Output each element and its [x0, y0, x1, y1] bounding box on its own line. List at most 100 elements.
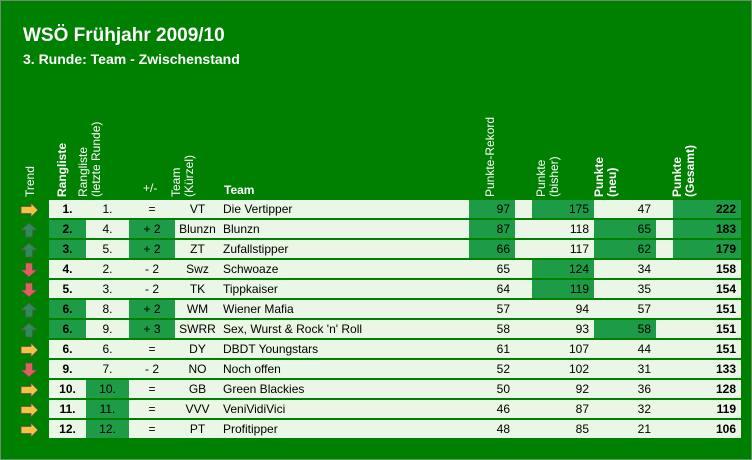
header-plusminus: +/- [143, 181, 158, 195]
cell-spacer [515, 360, 532, 379]
cell-team-name: Wiener Mafia [220, 300, 469, 319]
cell-points-new: 35 [594, 280, 656, 299]
cell-diff: - 2 [129, 360, 175, 379]
cell-prev-rank: 5. [86, 240, 129, 259]
cell-team-name: Zufallstipper [220, 240, 469, 259]
table-row: 11. 11. = VVV VeniVidiVici 46 87 32 119 [1, 400, 741, 420]
cell-team-name: Sex, Wurst & Rock 'n' Roll [220, 320, 469, 339]
cell-spacer [656, 200, 673, 219]
cell-prev-rank: 3. [86, 280, 129, 299]
cell-team-abbr: VT [175, 200, 220, 219]
cell-spacer [656, 240, 673, 259]
cell-points-previous: 118 [532, 220, 594, 239]
cell-points-previous: 102 [532, 360, 594, 379]
trend-same-icon [19, 422, 39, 438]
table-row: 4. 2. - 2 Swz Schwoaze 65 124 34 158 [1, 260, 741, 280]
cell-record: 50 [469, 380, 515, 399]
cell-team-abbr: NO [175, 360, 220, 379]
cell-points-new: 34 [594, 260, 656, 279]
cell-team-abbr: PT [175, 420, 220, 439]
cell-record: 58 [469, 320, 515, 339]
cell-prev-rank: 7. [86, 360, 129, 379]
header-punkte-bisher: Punkte (bisher) [534, 156, 561, 197]
cell-diff: = [129, 340, 175, 359]
cell-points-new: 62 [594, 240, 656, 259]
cell-team-name: Green Blackies [220, 380, 469, 399]
trend-same-icon [19, 402, 39, 418]
cell-points-previous: 85 [532, 420, 594, 439]
cell-points-total: 151 [673, 300, 741, 319]
cell-rank: 3. [49, 240, 86, 259]
cell-points-total: 222 [673, 200, 741, 219]
cell-team-abbr: GB [175, 380, 220, 399]
cell-points-new: 47 [594, 200, 656, 219]
cell-spacer [515, 200, 532, 219]
cell-spacer [515, 340, 532, 359]
cell-points-new: 32 [594, 400, 656, 419]
table-row: 12. 12. = PT Profitipper 48 85 21 106 [1, 420, 741, 440]
cell-diff: + 2 [129, 300, 175, 319]
cell-points-new: 57 [594, 300, 656, 319]
cell-rank: 12. [49, 420, 86, 439]
cell-diff: = [129, 380, 175, 399]
cell-team-abbr: Swz [175, 260, 220, 279]
cell-record: 65 [469, 260, 515, 279]
cell-prev-rank: 1. [86, 200, 129, 219]
header-rangliste-letzte-runde: Rangliste (letzte Runde) [76, 121, 103, 197]
cell-diff: + 3 [129, 320, 175, 339]
cell-team-abbr: DY [175, 340, 220, 359]
cell-points-previous: 93 [532, 320, 594, 339]
cell-rank: 6. [49, 340, 86, 359]
cell-spacer [656, 260, 673, 279]
trend-up-icon [19, 322, 39, 338]
page-subtitle: 3. Runde: Team - Zwischenstand [23, 51, 240, 67]
cell-spacer [656, 220, 673, 239]
cell-diff: = [129, 400, 175, 419]
cell-points-previous: 92 [532, 380, 594, 399]
cell-record: 46 [469, 400, 515, 419]
cell-prev-rank: 2. [86, 260, 129, 279]
table-row: 10. 10. = GB Green Blackies 50 92 36 128 [1, 380, 741, 400]
cell-rank: 5. [49, 280, 86, 299]
cell-rank: 4. [49, 260, 86, 279]
cell-points-total: 133 [673, 360, 741, 379]
cell-prev-rank: 10. [86, 380, 129, 399]
header-trend: Trend [23, 166, 37, 197]
cell-diff: + 2 [129, 220, 175, 239]
cell-record: 64 [469, 280, 515, 299]
cell-rank: 2. [49, 220, 86, 239]
cell-spacer [656, 320, 673, 339]
cell-points-previous: 107 [532, 340, 594, 359]
cell-points-total: 106 [673, 420, 741, 439]
cell-prev-rank: 12. [86, 420, 129, 439]
cell-team-name: Blunzn [220, 220, 469, 239]
header-rangliste: Rangliste [55, 142, 69, 197]
cell-spacer [515, 220, 532, 239]
cell-prev-rank: 9. [86, 320, 129, 339]
cell-points-total: 158 [673, 260, 741, 279]
trend-same-icon [19, 202, 39, 218]
cell-rank: 6. [49, 320, 86, 339]
cell-spacer [656, 280, 673, 299]
cell-record: 61 [469, 340, 515, 359]
cell-prev-rank: 8. [86, 300, 129, 319]
header-team: Team [224, 183, 255, 197]
cell-spacer [656, 400, 673, 419]
cell-team-abbr: ZT [175, 240, 220, 259]
trend-down-icon [19, 362, 39, 378]
cell-points-new: 65 [594, 220, 656, 239]
cell-points-new: 36 [594, 380, 656, 399]
table-row: 6. 8. + 2 WM Wiener Mafia 57 94 57 151 [1, 300, 741, 320]
cell-points-new: 58 [594, 320, 656, 339]
cell-spacer [515, 400, 532, 419]
table-row: 9. 7. - 2 NO Noch offen 52 102 31 133 [1, 360, 741, 380]
cell-spacer [656, 300, 673, 319]
cell-points-total: 128 [673, 380, 741, 399]
page-title: WSÖ Frühjahr 2009/10 [23, 25, 225, 46]
table-row: 3. 5. + 2 ZT Zufallstipper 66 117 62 179 [1, 240, 741, 260]
cell-spacer [515, 300, 532, 319]
cell-rank: 10. [49, 380, 86, 399]
cell-team-name: VeniVidiVici [220, 400, 469, 419]
cell-spacer [515, 420, 532, 439]
cell-diff: = [129, 200, 175, 219]
